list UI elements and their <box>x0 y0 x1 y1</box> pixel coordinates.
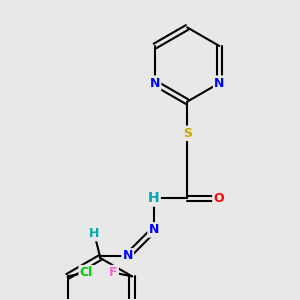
Text: N: N <box>214 76 224 90</box>
Text: O: O <box>213 192 224 205</box>
Text: H: H <box>148 191 160 205</box>
Text: H: H <box>89 227 100 240</box>
Text: S: S <box>183 127 192 140</box>
Text: F: F <box>109 266 118 279</box>
Text: N: N <box>148 224 159 236</box>
Text: Cl: Cl <box>80 266 93 279</box>
Text: N: N <box>122 249 133 262</box>
Text: N: N <box>150 76 160 90</box>
